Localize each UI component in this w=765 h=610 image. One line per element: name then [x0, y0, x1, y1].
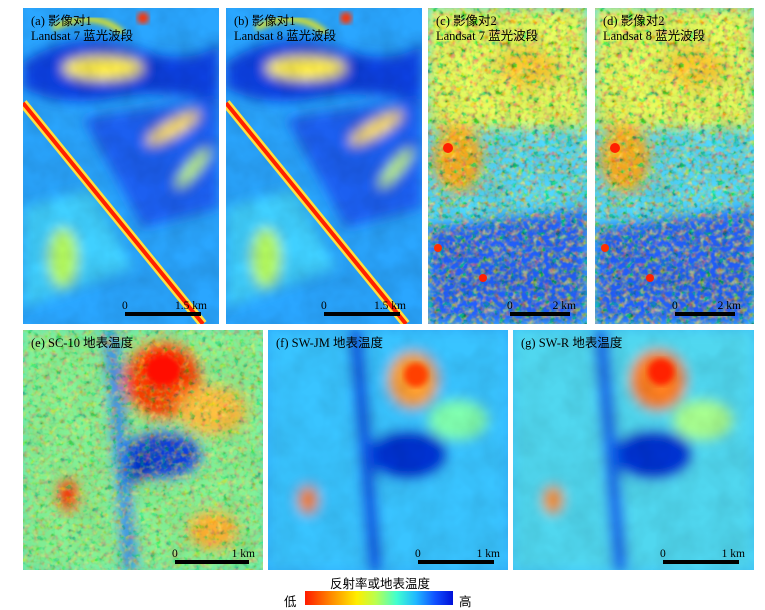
scalebar-a: 0 1.5 km: [122, 300, 207, 316]
panel-a-label: (a) 影像对1 Landsat 7 蓝光波段: [31, 14, 134, 43]
panel-f-image: [268, 330, 508, 570]
panel-b-label: (b) 影像对1 Landsat 8 蓝光波段: [234, 14, 337, 43]
legend-colorbar: [305, 591, 453, 605]
panel-e-label: (e) SC-10 地表温度: [31, 336, 134, 350]
panel-c-image: [428, 8, 587, 324]
panel-a: (a) 影像对1 Landsat 7 蓝光波段 0 1.5 km: [23, 8, 219, 324]
panel-f-label: (f) SW-JM 地表温度: [276, 336, 383, 350]
panel-d-image: [595, 8, 754, 324]
legend-title: 反射率或地表温度: [330, 577, 431, 591]
panel-g-image: [513, 330, 754, 570]
panel-g-label: (g) SW-R 地表温度: [521, 336, 623, 350]
panel-b-image: [226, 8, 422, 324]
panel-b: (b) 影像对1 Landsat 8 蓝光波段 0 1.5 km: [226, 8, 422, 324]
scalebar-b: 0 1.5 km: [321, 300, 406, 316]
legend-low-label: 低: [284, 595, 297, 609]
panel-e-image: [23, 330, 263, 570]
panel-a-image: [23, 8, 219, 324]
panel-d-label: (d) 影像对2 Landsat 8 蓝光波段: [603, 14, 706, 43]
panel-c-label: (c) 影像对2 Landsat 7 蓝光波段: [436, 14, 539, 43]
legend-high-label: 高: [459, 595, 472, 609]
